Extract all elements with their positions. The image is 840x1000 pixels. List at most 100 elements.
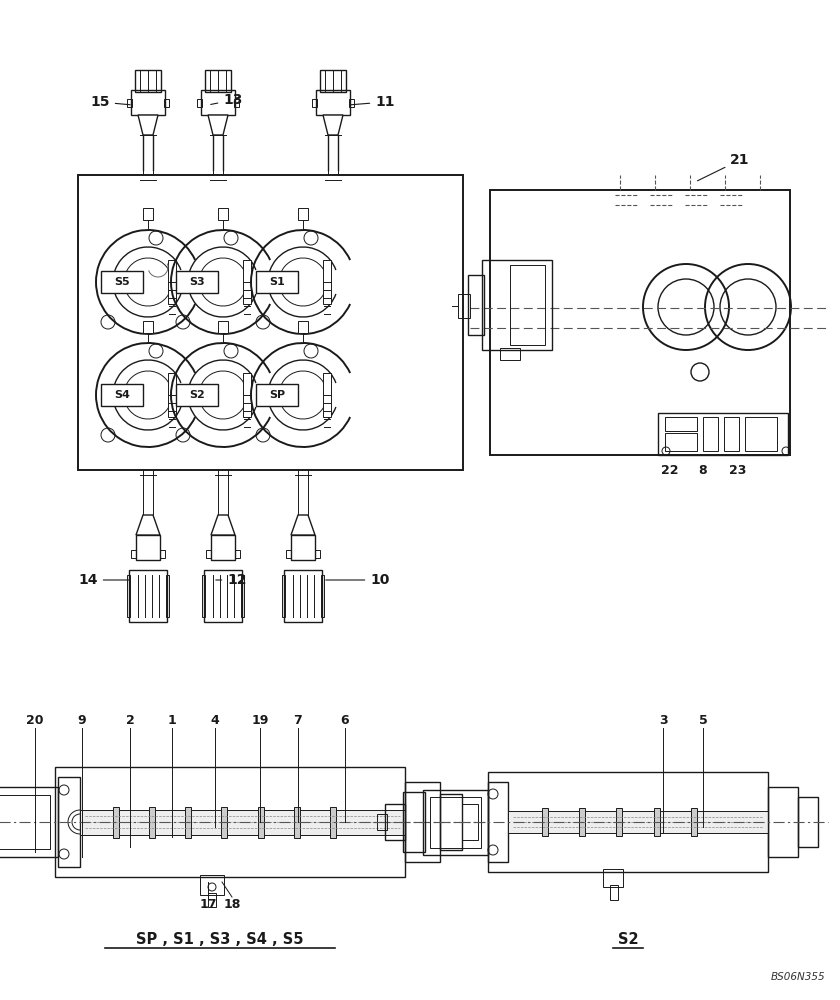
Bar	[312, 99, 317, 107]
Text: 22: 22	[661, 464, 679, 477]
Bar	[113, 806, 119, 838]
Bar	[610, 885, 618, 900]
Bar	[205, 70, 231, 92]
Bar	[258, 806, 264, 838]
Bar	[482, 260, 552, 350]
Text: 2: 2	[126, 714, 134, 726]
Bar	[462, 804, 478, 840]
Bar	[405, 782, 440, 862]
Text: 1: 1	[168, 714, 176, 726]
Text: SP , S1 , S3 , S4 , S5: SP , S1 , S3 , S4 , S5	[136, 932, 304, 948]
Text: 9: 9	[77, 714, 87, 726]
Bar	[206, 550, 211, 558]
Bar	[330, 806, 336, 838]
Bar	[200, 875, 224, 895]
Bar	[176, 271, 218, 293]
Bar	[430, 796, 481, 848]
Text: 13: 13	[211, 93, 243, 107]
Polygon shape	[291, 515, 315, 535]
Bar	[150, 806, 155, 838]
Bar	[208, 893, 216, 907]
Bar	[323, 260, 331, 304]
Text: S5: S5	[114, 277, 130, 287]
Bar	[298, 321, 308, 333]
Bar	[176, 384, 218, 406]
Bar	[168, 260, 176, 304]
Text: BS06N355: BS06N355	[770, 972, 825, 982]
Bar	[658, 413, 788, 455]
Bar	[78, 175, 463, 470]
Text: 19: 19	[251, 714, 269, 726]
Bar	[703, 417, 718, 451]
Bar	[490, 190, 790, 455]
Bar	[58, 777, 80, 867]
Bar	[665, 433, 697, 451]
Text: 18: 18	[223, 898, 241, 912]
Bar	[243, 260, 251, 304]
Bar	[377, 814, 387, 830]
Bar	[321, 575, 324, 617]
Bar	[294, 806, 300, 838]
Bar	[0, 787, 58, 857]
Text: 10: 10	[326, 573, 390, 587]
Text: SP: SP	[269, 390, 285, 400]
Bar	[234, 99, 239, 107]
Text: S1: S1	[269, 277, 285, 287]
Text: S4: S4	[114, 390, 130, 400]
Bar	[143, 321, 153, 333]
Text: 3: 3	[659, 714, 667, 726]
Text: 6: 6	[341, 714, 349, 726]
Bar	[218, 208, 228, 220]
Bar	[403, 792, 425, 852]
Bar	[256, 384, 298, 406]
Bar	[202, 575, 205, 617]
Bar	[617, 808, 622, 836]
Bar	[488, 772, 768, 872]
Bar	[241, 575, 244, 617]
Text: 5: 5	[699, 714, 707, 726]
Bar	[423, 790, 488, 854]
Text: S2: S2	[617, 932, 638, 948]
Polygon shape	[136, 515, 160, 535]
Bar	[603, 869, 623, 887]
Bar	[160, 550, 165, 558]
Bar	[101, 384, 143, 406]
Bar	[55, 767, 405, 877]
Bar	[143, 208, 153, 220]
Bar	[286, 550, 291, 558]
Bar	[798, 797, 818, 847]
Text: 12: 12	[216, 573, 247, 587]
Bar	[222, 806, 228, 838]
Bar	[316, 90, 350, 115]
Bar	[488, 782, 508, 862]
Polygon shape	[208, 115, 228, 135]
Bar	[500, 348, 520, 360]
Polygon shape	[138, 115, 158, 135]
Bar	[164, 99, 169, 107]
Text: 15: 15	[90, 95, 130, 109]
Text: 11: 11	[351, 95, 395, 109]
Text: S2: S2	[189, 390, 205, 400]
Bar	[768, 787, 798, 857]
Bar	[320, 70, 346, 92]
Bar	[256, 271, 298, 293]
Bar	[724, 417, 739, 451]
Bar	[218, 321, 228, 333]
Bar	[690, 808, 696, 836]
Bar	[745, 417, 777, 451]
Bar	[654, 808, 659, 836]
Bar	[284, 570, 322, 622]
Bar	[385, 804, 405, 840]
Bar	[440, 794, 462, 850]
Bar	[204, 570, 242, 622]
Bar	[243, 373, 251, 417]
Text: 14: 14	[78, 573, 129, 587]
Bar	[349, 99, 354, 107]
Text: 8: 8	[699, 464, 707, 477]
Text: S3: S3	[189, 277, 205, 287]
Bar	[468, 275, 484, 335]
Bar	[127, 575, 130, 617]
Bar	[197, 99, 202, 107]
Polygon shape	[211, 515, 235, 535]
Bar	[136, 535, 160, 560]
